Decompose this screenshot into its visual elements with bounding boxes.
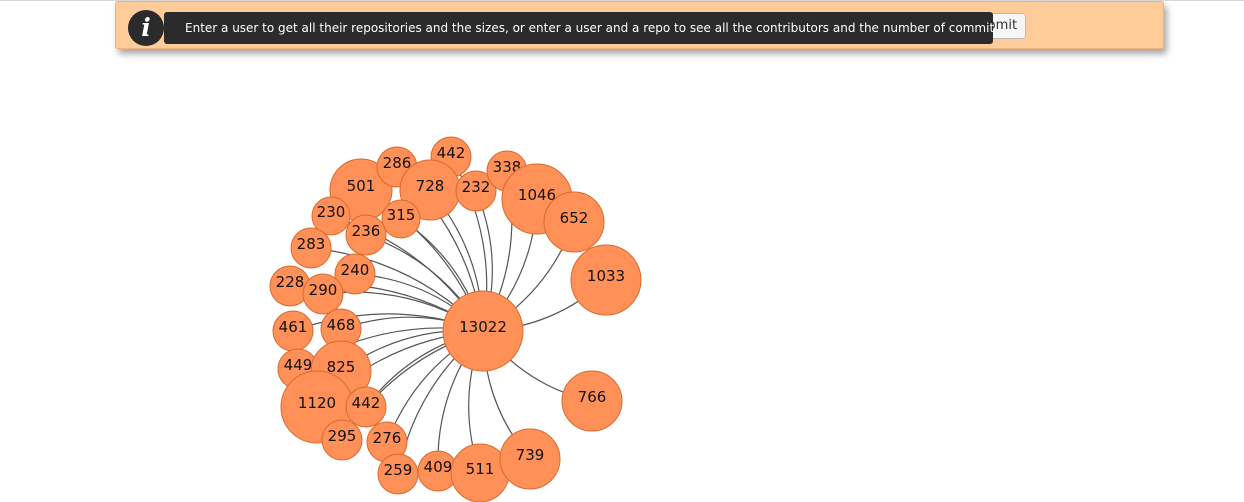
node-circle[interactable]	[302, 273, 344, 315]
contributor-node[interactable]: 228	[269, 265, 311, 307]
contributor-node[interactable]: 315	[381, 199, 421, 239]
node-circle[interactable]	[321, 419, 363, 461]
contributor-node[interactable]: 276	[366, 421, 408, 463]
node-circle[interactable]	[345, 386, 387, 428]
contributor-node[interactable]: 739	[499, 428, 561, 490]
node-label: 240	[341, 261, 370, 279]
contributor-node[interactable]: 461	[272, 310, 314, 352]
node-label: 501	[347, 177, 376, 195]
node-label: 652	[560, 209, 589, 227]
info-icon: i	[128, 10, 164, 46]
node-label: 286	[383, 154, 412, 172]
contributor-node[interactable]: 728	[399, 159, 461, 221]
node-circle[interactable]	[345, 214, 387, 256]
top-border	[0, 0, 1244, 1]
node-label: 449	[284, 356, 313, 374]
info-tooltip: Enter a user to get all their repositori…	[164, 12, 993, 44]
node-label: 511	[466, 460, 495, 478]
node-label: 766	[578, 388, 607, 406]
contributor-node[interactable]: 295	[321, 419, 363, 461]
contributor-node[interactable]: 468	[320, 308, 362, 350]
node-label: 739	[516, 446, 545, 464]
node-label: 728	[416, 177, 445, 195]
contributor-node[interactable]: 232	[455, 170, 497, 212]
node-circle[interactable]	[561, 370, 623, 432]
notification-banner: Submit i Enter a user to get all their r…	[115, 1, 1164, 49]
node-circle[interactable]	[334, 253, 376, 295]
node-label: 232	[462, 178, 491, 196]
node-circle[interactable]	[570, 244, 642, 316]
node-label: 338	[493, 158, 522, 176]
node-label: 1120	[298, 394, 336, 412]
contributor-node[interactable]: 409	[417, 450, 459, 492]
contributor-node[interactable]: 283	[290, 227, 332, 269]
contributor-node[interactable]: 652	[543, 191, 605, 253]
node-label: 825	[327, 358, 356, 376]
contributor-node[interactable]: 230	[311, 196, 351, 236]
node-label: 315	[387, 206, 416, 224]
node-label: 290	[309, 281, 338, 299]
node-label: 461	[279, 318, 308, 336]
node-label: 442	[437, 144, 466, 162]
node-label: 236	[352, 222, 381, 240]
contributor-node[interactable]: 442	[345, 386, 387, 428]
node-label: 228	[276, 273, 305, 291]
node-circle[interactable]	[499, 428, 561, 490]
node-label: 468	[327, 316, 356, 334]
node-label: 409	[424, 458, 453, 476]
node-label: 1033	[587, 267, 625, 285]
node-circle[interactable]	[311, 196, 351, 236]
node-circle[interactable]	[455, 170, 497, 212]
center-node[interactable]: 13022	[442, 290, 524, 372]
contributor-node[interactable]: 290	[302, 273, 344, 315]
node-circle[interactable]	[442, 290, 524, 372]
node-label: 259	[384, 461, 413, 479]
contributor-node[interactable]: 766	[561, 370, 623, 432]
contributor-node[interactable]: 259	[377, 453, 419, 495]
node-label: 442	[352, 394, 381, 412]
node-circle[interactable]	[543, 191, 605, 253]
node-circle[interactable]	[290, 227, 332, 269]
contributor-node[interactable]: 236	[345, 214, 387, 256]
node-label: 13022	[459, 318, 507, 336]
node-circle[interactable]	[381, 199, 421, 239]
contributor-node[interactable]: 240	[334, 253, 376, 295]
node-label: 283	[297, 235, 326, 253]
node-label: 1046	[518, 186, 556, 204]
node-label: 295	[328, 427, 357, 445]
node-label: 276	[373, 429, 402, 447]
node-label: 230	[317, 203, 346, 221]
contributor-node[interactable]: 1033	[570, 244, 642, 316]
